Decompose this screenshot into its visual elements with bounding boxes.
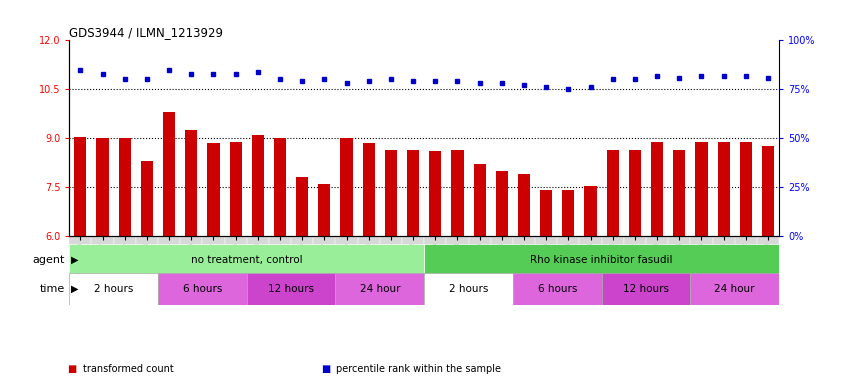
Bar: [468, 237, 490, 285]
Bar: [252, 135, 263, 236]
Bar: [734, 237, 756, 285]
Bar: [407, 150, 419, 236]
Bar: [357, 237, 380, 285]
Bar: [158, 273, 246, 305]
Bar: [690, 273, 778, 305]
Bar: [402, 237, 424, 285]
Text: 24 hour: 24 hour: [360, 284, 399, 294]
Bar: [290, 237, 313, 285]
Bar: [180, 237, 203, 285]
Bar: [451, 150, 463, 236]
Bar: [561, 190, 574, 236]
Bar: [335, 237, 357, 285]
Bar: [756, 237, 778, 285]
Text: GDS3944 / ILMN_1213929: GDS3944 / ILMN_1213929: [69, 26, 223, 39]
Bar: [517, 174, 529, 236]
Bar: [158, 237, 180, 285]
Bar: [69, 273, 158, 305]
Bar: [91, 237, 114, 285]
Text: 12 hours: 12 hours: [268, 284, 314, 294]
Text: 6 hours: 6 hours: [182, 284, 222, 294]
Bar: [650, 141, 663, 236]
Bar: [738, 141, 751, 236]
Bar: [711, 237, 734, 285]
Bar: [335, 273, 424, 305]
Text: agent: agent: [33, 255, 65, 265]
Bar: [136, 237, 158, 285]
Bar: [606, 150, 618, 236]
Bar: [185, 130, 197, 236]
Text: 12 hours: 12 hours: [622, 284, 668, 294]
Bar: [601, 237, 623, 285]
Bar: [717, 141, 729, 236]
Bar: [380, 237, 402, 285]
Bar: [579, 237, 601, 285]
Bar: [446, 237, 468, 285]
Bar: [473, 164, 485, 236]
Bar: [246, 237, 268, 285]
Bar: [96, 137, 109, 236]
Bar: [668, 237, 690, 285]
Bar: [295, 177, 308, 236]
Bar: [628, 150, 641, 236]
Text: Rho kinase inhibitor fasudil: Rho kinase inhibitor fasudil: [530, 255, 672, 265]
Text: time: time: [40, 284, 65, 294]
Text: no treatment, control: no treatment, control: [191, 255, 302, 265]
Bar: [424, 273, 512, 305]
Bar: [534, 237, 557, 285]
Bar: [230, 142, 241, 236]
Text: transformed count: transformed count: [83, 364, 173, 374]
Bar: [313, 237, 335, 285]
Text: ▶: ▶: [71, 255, 78, 265]
Text: ■: ■: [68, 364, 77, 374]
Bar: [384, 150, 397, 236]
Bar: [495, 171, 507, 236]
Bar: [318, 184, 330, 236]
Bar: [646, 237, 668, 285]
Text: ■: ■: [321, 364, 330, 374]
Text: 2 hours: 2 hours: [448, 284, 488, 294]
Bar: [539, 190, 552, 236]
Bar: [512, 237, 534, 285]
Bar: [118, 138, 131, 236]
Bar: [207, 143, 219, 236]
Bar: [273, 138, 286, 236]
Bar: [761, 146, 773, 236]
Bar: [623, 237, 646, 285]
Bar: [557, 237, 579, 285]
Bar: [141, 161, 153, 236]
Bar: [268, 237, 290, 285]
Bar: [424, 244, 778, 276]
Text: ▶: ▶: [71, 284, 78, 294]
Text: 24 hour: 24 hour: [714, 284, 754, 294]
Bar: [424, 237, 446, 285]
Bar: [225, 237, 246, 285]
Bar: [340, 138, 352, 236]
Bar: [690, 237, 711, 285]
Bar: [113, 237, 136, 285]
Bar: [512, 273, 601, 305]
Bar: [490, 237, 512, 285]
Bar: [69, 244, 424, 276]
Bar: [163, 112, 175, 236]
Text: percentile rank within the sample: percentile rank within the sample: [336, 364, 500, 374]
Bar: [69, 237, 91, 285]
Bar: [203, 237, 225, 285]
Text: 2 hours: 2 hours: [94, 284, 133, 294]
Bar: [74, 137, 86, 236]
Bar: [673, 150, 684, 236]
Bar: [584, 185, 596, 236]
Text: 6 hours: 6 hours: [537, 284, 576, 294]
Bar: [429, 151, 441, 236]
Bar: [362, 143, 375, 236]
Bar: [246, 273, 335, 305]
Bar: [601, 273, 690, 305]
Bar: [695, 141, 706, 236]
